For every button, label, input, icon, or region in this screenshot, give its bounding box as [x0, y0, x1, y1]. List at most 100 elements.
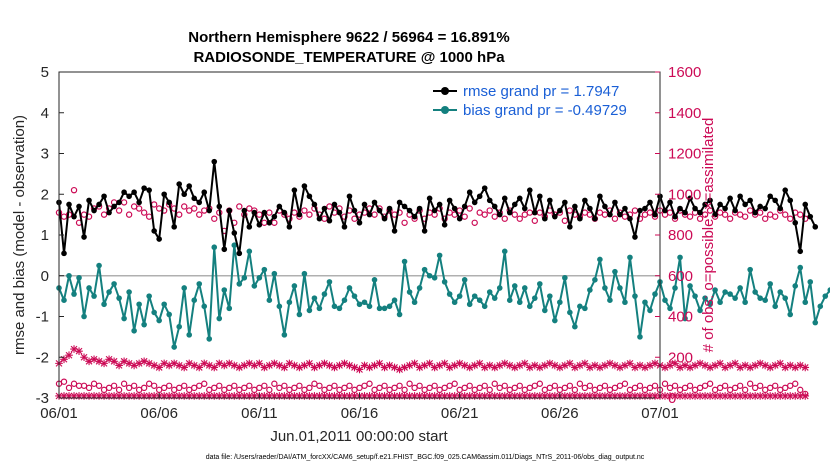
marker-assimilated-31 — [210, 363, 219, 372]
marker-assimilated-50 — [305, 392, 314, 400]
x-tick-label-1: 06/06 — [140, 405, 178, 422]
marker-assimilated-15 — [130, 361, 138, 370]
marker-assimilated-146 — [786, 361, 795, 370]
point-rmse-94 — [526, 187, 533, 193]
point-rmse-133 — [722, 205, 728, 212]
marker-possible-58 — [346, 382, 353, 389]
point-rmse-129 — [702, 201, 708, 208]
point-rmse-148 — [797, 248, 804, 255]
point-bias-124 — [677, 254, 683, 261]
marker-assimilated-142 — [766, 363, 774, 372]
marker-assimilated-111 — [611, 361, 619, 370]
point-bias-154 — [827, 287, 830, 293]
point-bias-73 — [421, 266, 428, 273]
marker-possible-8 — [95, 382, 103, 389]
marker-assimilated-36 — [235, 363, 244, 372]
y-axis-label-left: rmse and bias (model - observation) — [11, 115, 28, 355]
marker-assimilated-58 — [345, 392, 354, 400]
marker-assimilated-50 — [305, 359, 314, 368]
marker-possible-28 — [196, 211, 203, 218]
marker-assimilated-106 — [586, 392, 594, 400]
marker-possible-119 — [651, 382, 659, 389]
marker-assimilated-134 — [726, 392, 734, 400]
marker-possible-92 — [516, 215, 523, 222]
point-rmse-45 — [281, 209, 288, 216]
marker-assimilated-138 — [746, 392, 754, 400]
marker-assimilated-67 — [390, 363, 399, 372]
point-rmse-66 — [386, 205, 393, 212]
point-bias-138 — [747, 266, 753, 273]
left-axis-ticks: -3 -2 -1 0 1 2 3 4 5 — [36, 64, 64, 407]
marker-assimilated-110 — [606, 359, 614, 368]
point-rmse-39 — [251, 209, 258, 216]
point-bias-136 — [737, 285, 743, 291]
point-bias-112 — [617, 285, 623, 291]
marker-assimilated-121 — [661, 392, 669, 400]
marker-assimilated-59 — [350, 392, 359, 400]
marker-possible-29 — [201, 380, 208, 387]
marker-assimilated-30 — [205, 392, 214, 400]
marker-assimilated-81 — [460, 392, 469, 400]
point-bias-149 — [802, 299, 809, 306]
point-bias-67 — [391, 297, 398, 304]
point-bias-115 — [632, 293, 638, 299]
point-bias-109 — [602, 285, 608, 291]
marker-assimilated-60 — [355, 365, 364, 374]
point-bias-111 — [612, 268, 618, 275]
marker-possible-99 — [551, 382, 559, 389]
point-rmse-77 — [441, 222, 448, 228]
marker-assimilated-14 — [125, 392, 133, 400]
marker-assimilated-141 — [761, 361, 769, 370]
y-tick-label-right-2: 400 — [668, 309, 693, 326]
data-file-footnote: data file: /Users/raeder/DAI/ATM_forcXX/… — [206, 454, 645, 461]
marker-assimilated-91 — [510, 392, 519, 400]
marker-assimilated-8 — [95, 392, 103, 400]
point-bias-43 — [271, 270, 278, 277]
point-bias-98 — [547, 293, 553, 299]
point-rmse-16 — [136, 199, 142, 206]
point-bias-36 — [236, 281, 243, 287]
point-rmse-62 — [366, 211, 373, 218]
marker-possible-104 — [576, 380, 584, 387]
plot-area — [55, 71, 830, 400]
marker-assimilated-1 — [60, 392, 68, 400]
marker-assimilated-76 — [435, 392, 444, 400]
point-rmse-56 — [336, 209, 343, 216]
point-rmse-130 — [707, 197, 713, 204]
point-rmse-34 — [226, 207, 233, 214]
point-rmse-145 — [782, 187, 789, 193]
point-bias-129 — [702, 295, 708, 301]
marker-assimilated-56 — [335, 361, 344, 370]
marker-assimilated-122 — [666, 392, 674, 400]
marker-possible-69 — [401, 219, 408, 226]
point-bias-79 — [451, 299, 458, 306]
marker-assimilated-29 — [200, 392, 209, 400]
marker-assimilated-48 — [295, 363, 304, 372]
marker-assimilated-55 — [330, 363, 339, 372]
marker-assimilated-3 — [70, 345, 78, 353]
marker-assimilated-74 — [425, 392, 434, 400]
marker-assimilated-52 — [315, 361, 324, 370]
marker-assimilated-66 — [385, 361, 394, 370]
marker-assimilated-128 — [696, 359, 704, 368]
point-rmse-7 — [91, 207, 97, 214]
point-rmse-84 — [476, 193, 483, 200]
marker-assimilated-17 — [140, 392, 148, 400]
point-rmse-89 — [501, 195, 508, 202]
marker-assimilated-25 — [180, 392, 189, 400]
point-bias-29 — [201, 303, 208, 310]
marker-assimilated-149 — [801, 392, 810, 400]
point-rmse-28 — [196, 199, 203, 206]
y-tick-label-left-4: 1 — [41, 227, 49, 244]
marker-assimilated-97 — [541, 392, 549, 400]
point-rmse-121 — [662, 207, 668, 214]
marker-possible-89 — [501, 215, 508, 222]
point-bias-102 — [567, 309, 573, 316]
point-bias-69 — [401, 258, 408, 265]
point-rmse-72 — [416, 205, 423, 212]
point-rmse-127 — [692, 205, 698, 212]
marker-assimilated-148 — [796, 361, 805, 370]
point-bias-123 — [672, 285, 678, 291]
point-rmse-97 — [542, 215, 548, 222]
marker-assimilated-29 — [200, 359, 209, 368]
